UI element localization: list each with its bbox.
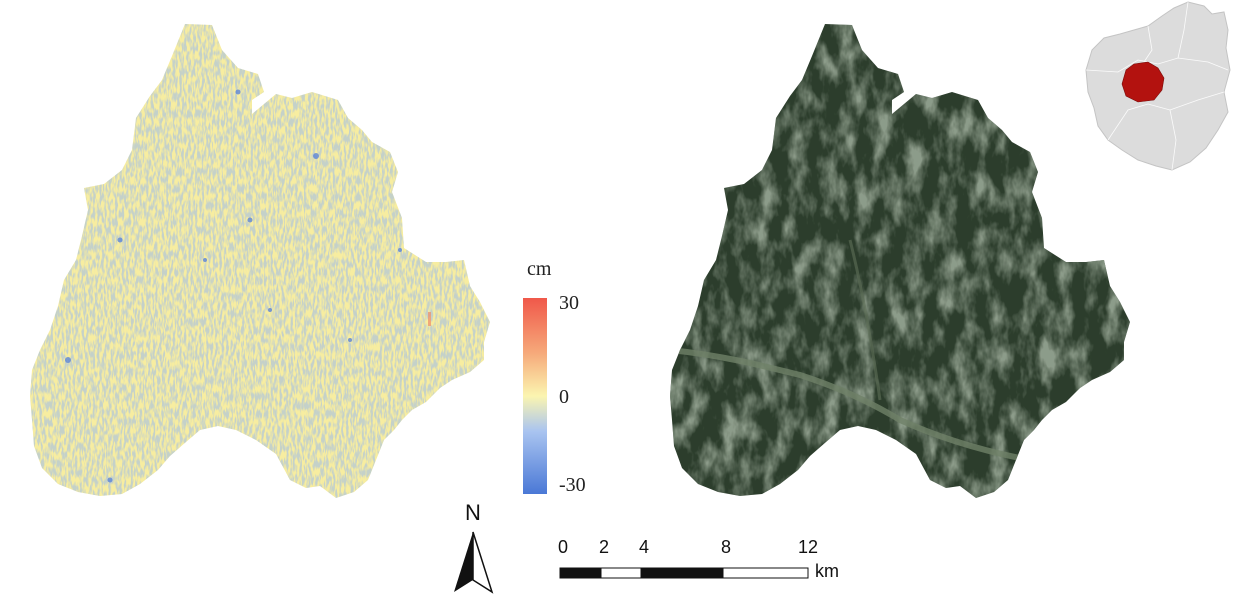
north-arrow: N (448, 500, 498, 597)
locator-highlight (1121, 61, 1165, 103)
deformation-map (0, 10, 500, 510)
satellite-map (640, 10, 1140, 510)
color-legend: cm 30 0 -30 (515, 258, 595, 498)
river-valley (670, 347, 1021, 461)
scale-bar: 0 2 4 8 12 km (545, 527, 875, 597)
deformation-speckle (30, 24, 490, 498)
satellite-texture (670, 24, 1130, 498)
legend-colorbar (523, 298, 547, 494)
legend-tick-max: 30 (559, 292, 579, 314)
scale-label-12: 12 (797, 537, 819, 557)
legend-tick-zero: 0 (559, 386, 569, 408)
legend-unit: cm (527, 258, 552, 280)
locator-inset-map (1078, 0, 1233, 175)
scale-label-0: 0 (557, 537, 569, 557)
scale-label-2: 2 (598, 537, 610, 557)
north-arrow-icon (454, 531, 494, 594)
legend-tick-min: -30 (559, 474, 586, 496)
scale-unit: km (815, 561, 839, 581)
scale-bar-graphic (559, 567, 809, 579)
north-label: N (465, 500, 481, 525)
scale-label-4: 4 (638, 537, 650, 557)
scale-label-8: 8 (720, 537, 732, 557)
